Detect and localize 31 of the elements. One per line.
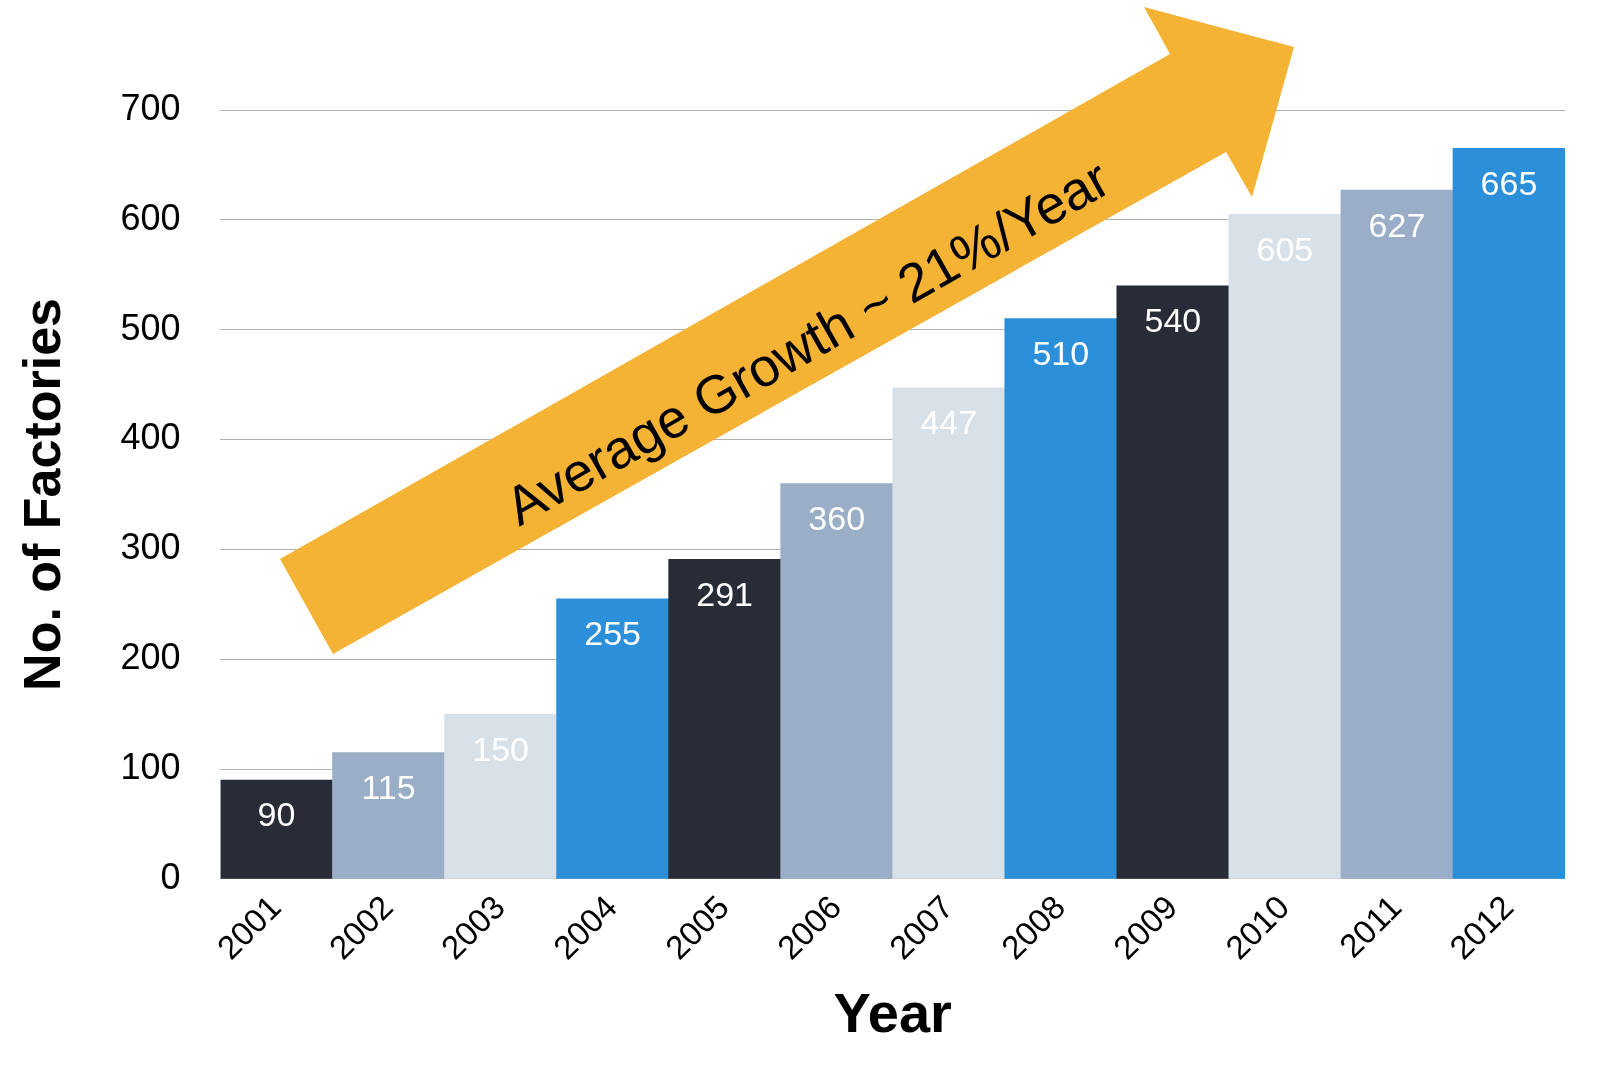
- y-tick-label: 500: [120, 306, 181, 348]
- bar: [332, 752, 445, 879]
- data-label: 665: [1480, 163, 1538, 202]
- bar: [1228, 214, 1342, 879]
- bar: [1116, 285, 1230, 879]
- y-tick-label: 400: [120, 416, 181, 458]
- y-tick-label: 600: [120, 196, 181, 238]
- y-tick-label: 200: [120, 636, 181, 678]
- data-label: 540: [1144, 301, 1202, 340]
- data-label: 627: [1368, 205, 1426, 244]
- bar: [220, 779, 333, 879]
- x-axis-title: Year: [833, 980, 952, 1044]
- bar: [444, 713, 557, 879]
- y-tick-label: 0: [160, 855, 181, 897]
- data-label: 510: [1032, 334, 1090, 373]
- y-tick-label: 100: [120, 745, 181, 787]
- y-tick-label: 300: [120, 526, 181, 568]
- bar: [1340, 189, 1454, 879]
- y-axis-title: No. of Factories: [12, 297, 71, 691]
- bar: [892, 387, 1006, 879]
- data-label: 255: [584, 614, 641, 653]
- data-label: 115: [361, 767, 416, 806]
- bar: [556, 598, 669, 879]
- bar: [668, 558, 782, 879]
- data-label: 90: [257, 795, 296, 834]
- y-tick-label: 700: [120, 86, 181, 128]
- data-label: 360: [808, 498, 866, 537]
- bar: [1452, 148, 1565, 879]
- bar: [780, 483, 894, 879]
- bar: [1004, 318, 1118, 879]
- data-label: 291: [696, 574, 754, 613]
